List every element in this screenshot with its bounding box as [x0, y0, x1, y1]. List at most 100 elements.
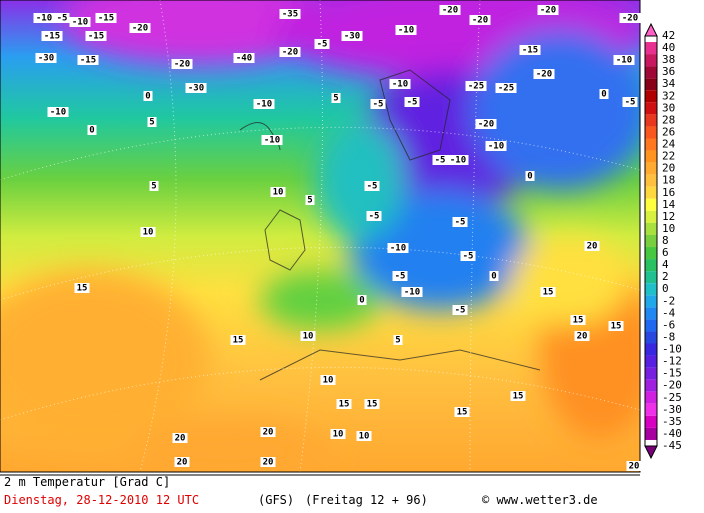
isotherm-label: 10: [333, 430, 344, 440]
isotherm-label-bg: [366, 211, 382, 221]
isotherm-label: -30: [38, 54, 54, 64]
isotherm-label: -5: [455, 218, 466, 228]
isotherm-label-bg: [364, 399, 380, 409]
isotherm-label: 15: [77, 284, 88, 294]
isotherm-label: 0: [89, 126, 94, 136]
legend-label: 20: [662, 162, 675, 175]
isotherm-label: -10: [72, 18, 88, 28]
isotherm-label-bg: [331, 93, 341, 103]
legend-swatch: [645, 271, 657, 284]
isotherm-label-bg: [305, 195, 315, 205]
legend-label: 6: [662, 246, 669, 259]
legend-swatch: [645, 198, 657, 211]
isotherm-label-bg: [395, 25, 417, 35]
isotherm-label: -15: [80, 56, 96, 66]
isotherm-label: -20: [472, 16, 488, 26]
isotherm-label-bg: [465, 81, 487, 91]
run-date: Dienstag, 28-12-2010 12 UTC: [4, 493, 199, 507]
valid-time: (Freitag 12 + 96): [305, 493, 428, 507]
legend-swatch: [645, 54, 657, 67]
isotherm-label-bg: [140, 227, 156, 237]
legend-swatch: [645, 331, 657, 344]
legend-swatch: [645, 319, 657, 332]
isotherm-label: -10: [488, 142, 504, 152]
isotherm-label: 20: [177, 458, 188, 468]
isotherm-label: -5: [455, 306, 466, 316]
isotherm-label-bg: [574, 331, 590, 341]
isotherm-label-bg: [510, 391, 526, 401]
isotherm-label-bg: [149, 181, 159, 191]
isotherm-label-bg: [533, 69, 555, 79]
isotherm-label: -20: [174, 60, 190, 70]
legend-swatch: [645, 295, 657, 308]
isotherm-label-bg: [404, 97, 420, 107]
isotherm-label: -10: [390, 244, 406, 254]
isotherm-label-bg: [364, 181, 380, 191]
isotherm-label-bg: [143, 91, 153, 101]
isotherm-label-bg: [300, 331, 316, 341]
isotherm-label: -5: [367, 182, 378, 192]
isotherm-label: -10: [404, 288, 420, 298]
legend-label: 42: [662, 29, 675, 42]
legend-swatch: [645, 283, 657, 296]
legend-swatch: [645, 355, 657, 368]
isotherm-label-bg: [452, 217, 468, 227]
isotherm-label: 10: [359, 432, 370, 442]
isotherm-label: 15: [513, 392, 524, 402]
legend-label: -20: [662, 379, 682, 392]
legend-label: -25: [662, 391, 682, 404]
legend-swatch: [645, 42, 657, 55]
isotherm-label: 0: [527, 172, 532, 182]
isotherm-label-bg: [233, 53, 255, 63]
isotherm-label-bg: [33, 13, 55, 23]
legend-label: 0: [662, 282, 669, 295]
isotherm-label-bg: [599, 89, 609, 99]
isotherm-label-bg: [485, 141, 507, 151]
legend-label: -45: [662, 439, 682, 452]
isotherm-label-bg: [401, 287, 423, 297]
isotherm-label-bg: [279, 9, 301, 19]
isotherm-label: -20: [282, 48, 298, 58]
isotherm-label: 10: [143, 228, 154, 238]
isotherm-label-bg: [320, 375, 336, 385]
isotherm-label: 5: [149, 118, 154, 128]
isotherm-label-bg: [172, 433, 188, 443]
isotherm-label: 15: [233, 336, 244, 346]
isotherm-label: -10: [50, 108, 66, 118]
legend-swatch: [645, 126, 657, 139]
isotherm-label-bg: [452, 305, 468, 315]
isotherm-label-bg: [387, 243, 409, 253]
legend-label: 34: [662, 77, 676, 90]
legend-label: -12: [662, 355, 682, 368]
isotherm-label-bg: [41, 31, 63, 41]
isotherm-label: -10: [256, 100, 272, 110]
legend-swatch: [645, 343, 657, 356]
isotherm-label-bg: [341, 31, 363, 41]
legend-swatch: [645, 186, 657, 199]
isotherm-label-bg: [77, 55, 99, 65]
isotherm-label: -15: [522, 46, 538, 56]
isotherm-label: -20: [132, 24, 148, 34]
isotherm-label-bg: [613, 55, 635, 65]
isotherm-label-bg: [330, 429, 346, 439]
legend-label: -4: [662, 306, 676, 319]
legend-label: 18: [662, 174, 675, 187]
isotherm-label: 5: [333, 94, 338, 104]
isotherm-label-bg: [260, 427, 276, 437]
isotherm-label: -10: [264, 136, 280, 146]
isotherm-label: -20: [442, 6, 458, 16]
legend-label: 24: [662, 138, 676, 151]
legend-swatch: [645, 259, 657, 272]
isotherm-label: -15: [88, 32, 104, 42]
isotherm-label-bg: [171, 59, 193, 69]
isotherm-label: 5: [307, 196, 312, 206]
legend-label: -8: [662, 330, 675, 343]
isotherm-label-bg: [454, 407, 470, 417]
legend-swatch: [645, 90, 657, 103]
map-frame: [0, 0, 641, 473]
legend-swatch: [645, 247, 657, 260]
isotherm-label: -30: [188, 84, 204, 94]
legend-swatch: [645, 114, 657, 127]
isotherm-label-bg: [147, 117, 157, 127]
isotherm-label: 10: [273, 188, 284, 198]
